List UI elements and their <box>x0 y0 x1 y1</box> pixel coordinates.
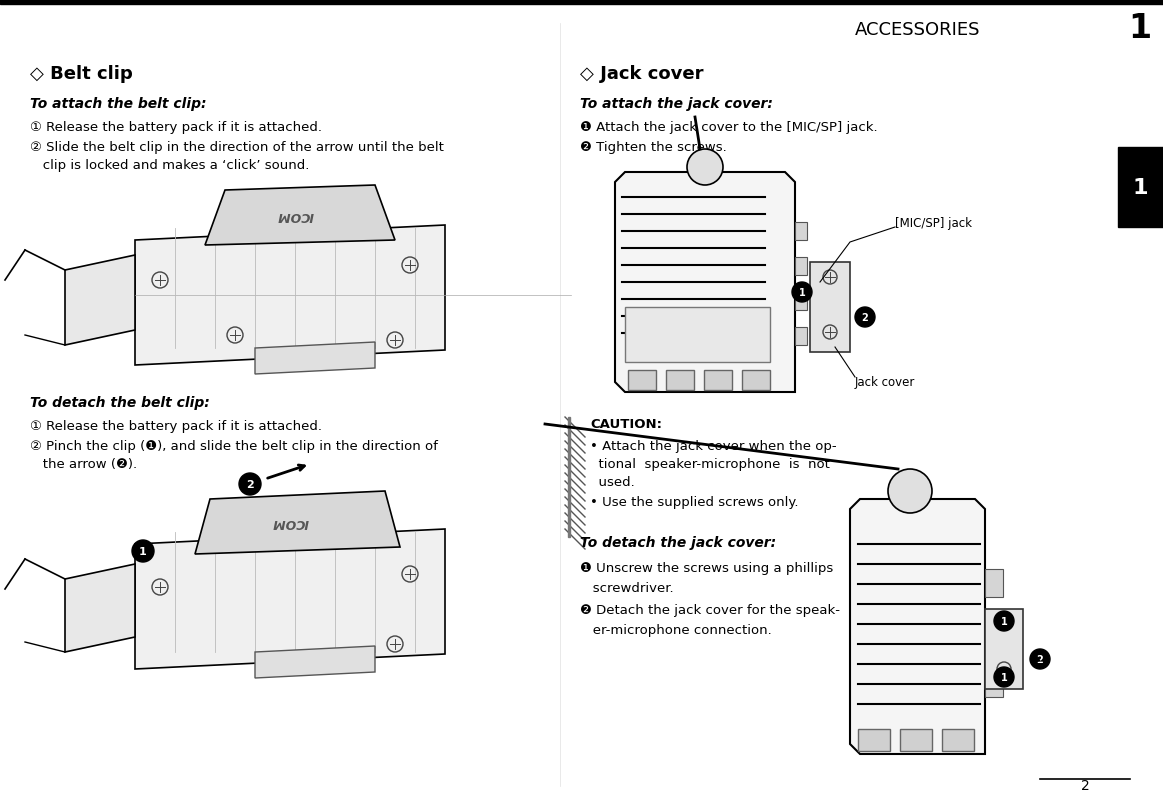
Text: Jack cover: Jack cover <box>855 376 915 389</box>
Circle shape <box>1030 649 1050 669</box>
Text: 1: 1 <box>799 288 805 298</box>
Text: CAUTION:: CAUTION: <box>590 418 662 431</box>
Circle shape <box>855 308 875 327</box>
Bar <box>1118 148 1163 228</box>
Text: 2: 2 <box>247 480 254 489</box>
Text: tional  speaker-microphone  is  not: tional speaker-microphone is not <box>590 457 830 471</box>
Text: ❶ Attach the jack cover to the [MIC/SP] jack.: ❶ Attach the jack cover to the [MIC/SP] … <box>580 121 878 134</box>
Bar <box>985 669 1003 697</box>
Bar <box>568 418 570 537</box>
Bar <box>809 263 850 353</box>
Bar <box>666 371 694 391</box>
Polygon shape <box>135 225 445 366</box>
Bar <box>858 729 890 751</box>
Circle shape <box>131 541 154 562</box>
Text: To attach the jack cover:: To attach the jack cover: <box>580 97 773 111</box>
Polygon shape <box>65 565 135 652</box>
Polygon shape <box>135 529 445 669</box>
Text: [MIC/SP] jack: [MIC/SP] jack <box>896 217 972 229</box>
Text: screwdriver.: screwdriver. <box>580 581 673 594</box>
Text: ② Slide the belt clip in the direction of the arrow until the belt: ② Slide the belt clip in the direction o… <box>30 141 444 154</box>
Text: To attach the belt clip:: To attach the belt clip: <box>30 97 207 111</box>
Bar <box>985 610 1023 689</box>
Bar <box>985 569 1003 597</box>
Text: clip is locked and makes a ‘click’ sound.: clip is locked and makes a ‘click’ sound… <box>30 159 309 172</box>
Text: 2: 2 <box>1080 778 1090 792</box>
Circle shape <box>792 282 812 302</box>
Bar <box>704 371 732 391</box>
Text: ② Pinch the clip (❶), and slide the belt clip in the direction of: ② Pinch the clip (❶), and slide the belt… <box>30 439 438 452</box>
Text: To detach the jack cover:: To detach the jack cover: <box>580 535 776 549</box>
Text: 1: 1 <box>1128 11 1151 44</box>
Bar <box>625 308 770 363</box>
Circle shape <box>240 473 261 496</box>
Text: ❷ Tighten the screws.: ❷ Tighten the screws. <box>580 141 727 154</box>
Bar <box>795 293 807 310</box>
Polygon shape <box>850 500 985 754</box>
Text: 2: 2 <box>1036 654 1043 664</box>
Circle shape <box>889 469 932 513</box>
Text: ❶ Unscrew the screws using a phillips: ❶ Unscrew the screws using a phillips <box>580 561 833 574</box>
Text: used.: used. <box>590 476 635 488</box>
Circle shape <box>994 667 1014 687</box>
Bar <box>628 371 656 391</box>
Text: 1: 1 <box>1000 616 1007 626</box>
Text: To detach the belt clip:: To detach the belt clip: <box>30 395 209 410</box>
Circle shape <box>994 611 1014 631</box>
Polygon shape <box>255 646 374 678</box>
Bar <box>795 257 807 276</box>
Text: ◇ Jack cover: ◇ Jack cover <box>580 65 704 83</box>
Text: 1: 1 <box>140 546 147 557</box>
Bar <box>985 619 1003 647</box>
Text: ◇ Belt clip: ◇ Belt clip <box>30 65 133 83</box>
Bar <box>0 0 1163 5</box>
Bar <box>900 729 932 751</box>
Text: er-microphone connection.: er-microphone connection. <box>580 623 772 636</box>
Text: ICOM: ICOM <box>272 516 308 529</box>
Polygon shape <box>205 186 395 245</box>
Polygon shape <box>65 256 135 346</box>
Text: 1: 1 <box>1133 178 1148 198</box>
Text: ICOM: ICOM <box>277 209 314 222</box>
Bar <box>742 371 770 391</box>
Text: ① Release the battery pack if it is attached.: ① Release the battery pack if it is atta… <box>30 121 322 134</box>
Circle shape <box>687 150 723 186</box>
Text: • Use the supplied screws only.: • Use the supplied screws only. <box>590 496 799 508</box>
Polygon shape <box>255 342 374 375</box>
Text: 2: 2 <box>862 313 869 322</box>
Text: • Attach the jack cover when the op-: • Attach the jack cover when the op- <box>590 439 836 452</box>
Text: ① Release the battery pack if it is attached.: ① Release the battery pack if it is atta… <box>30 419 322 432</box>
Text: ❷ Detach the jack cover for the speak-: ❷ Detach the jack cover for the speak- <box>580 603 840 616</box>
Polygon shape <box>195 492 400 554</box>
Text: the arrow (❷).: the arrow (❷). <box>30 457 137 471</box>
Bar <box>942 729 973 751</box>
Text: ACCESSORIES: ACCESSORIES <box>855 21 980 39</box>
Bar <box>795 327 807 346</box>
Polygon shape <box>615 172 795 392</box>
Text: 1: 1 <box>1000 672 1007 683</box>
Bar <box>795 223 807 241</box>
